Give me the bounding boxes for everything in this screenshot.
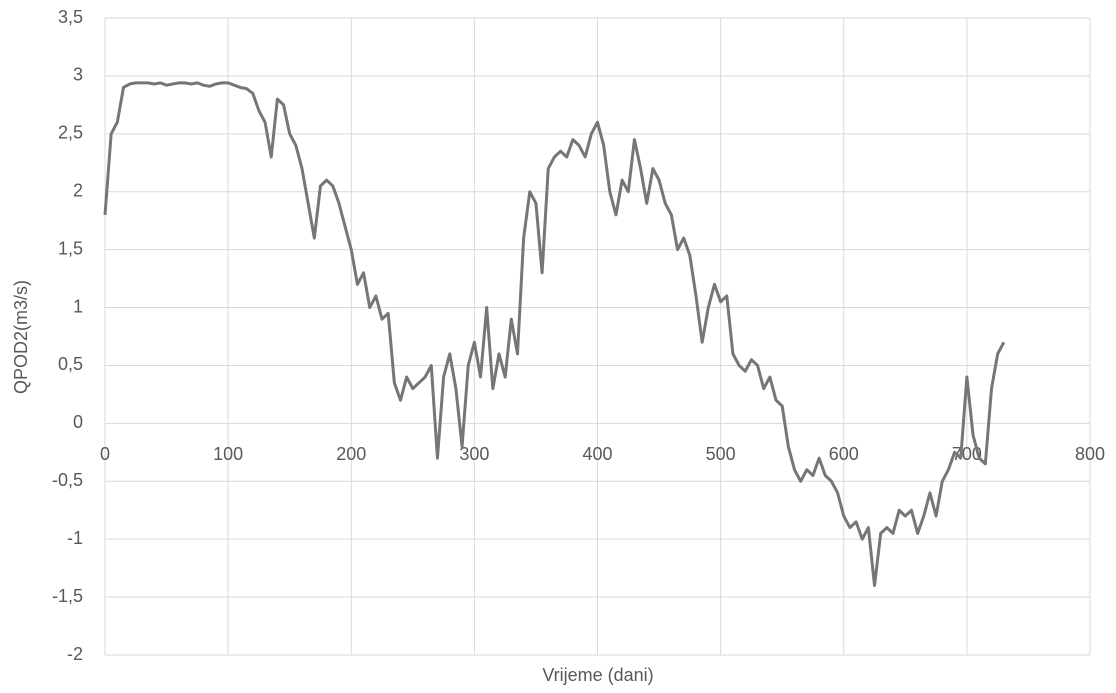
data-line (103, 81, 1006, 588)
x-tick-label: 700 (952, 444, 982, 464)
y-tick-label: -2 (67, 644, 83, 664)
x-axis-title: Vrijeme (dani) (542, 665, 653, 685)
y-axis-title: QPOD2(m3/s) (11, 280, 31, 394)
y-tick-label: -1 (67, 528, 83, 548)
y-tick-label: 1 (73, 296, 83, 316)
y-tick-label: 3,5 (58, 7, 83, 27)
x-tick-label: 0 (100, 444, 110, 464)
x-tick-label: 800 (1075, 444, 1105, 464)
x-tick-label: 200 (336, 444, 366, 464)
y-tick-label: 2,5 (58, 123, 83, 143)
y-tick-label: 1,5 (58, 238, 83, 258)
y-tick-label: 0 (73, 412, 83, 432)
x-tick-label: 400 (582, 444, 612, 464)
y-tick-label: 3 (73, 65, 83, 85)
x-tick-label: 600 (829, 444, 859, 464)
x-tick-label: 500 (706, 444, 736, 464)
y-tick-label: -0,5 (52, 470, 83, 490)
x-tick-label: 300 (459, 444, 489, 464)
y-tick-label: 0,5 (58, 354, 83, 374)
y-tick-label: 2 (73, 180, 83, 200)
y-tick-label: -1,5 (52, 586, 83, 606)
x-tick-label: 100 (213, 444, 243, 464)
